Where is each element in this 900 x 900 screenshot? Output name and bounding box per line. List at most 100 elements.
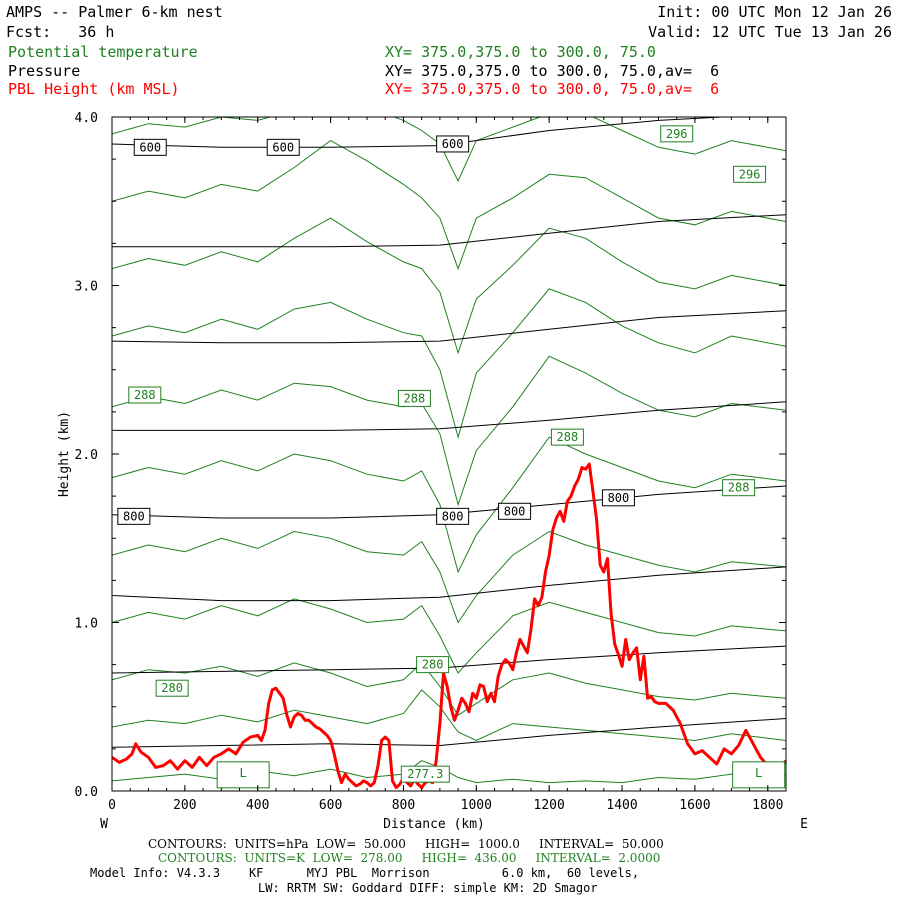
x-tick-label-2: 400 — [246, 798, 269, 813]
theta-label-5: 288 — [722, 479, 756, 497]
forecast-hour: Fcst: 36 h — [6, 23, 115, 41]
pressure-label-2-box — [436, 135, 470, 153]
footer-model-info: Model Info: V4.3.3 KF MYJ PBL Morrison 6… — [90, 866, 640, 880]
field-theta-xy: XY= 375.0,375.0 to 300.0, 75.0 — [385, 43, 656, 61]
theta-label-6-box — [155, 679, 189, 697]
pressure-contour-4 — [112, 401, 786, 431]
pressure-label-3: 800 — [117, 507, 151, 525]
theta-contour-7 — [112, 288, 786, 439]
theta-label-0-box — [660, 125, 694, 143]
pressure-label-6: 800 — [601, 489, 635, 507]
pressure-label-5-box — [498, 502, 532, 520]
theta-label-0-text: 296 — [666, 127, 688, 141]
pressure-label-6-box — [601, 489, 635, 507]
theta-label-0: 296 — [660, 125, 694, 143]
pressure-label-5-text: 800 — [504, 504, 526, 518]
x-tick-label-0: 0 — [108, 798, 116, 813]
pressure-label-0-box — [133, 138, 167, 156]
x-tick-label-4: 800 — [392, 798, 415, 813]
low-marker-1: L — [732, 761, 786, 789]
pbl-height-series — [112, 462, 786, 790]
y-tick-label-1: 1.0 — [75, 617, 98, 632]
contour-labels: 600 600 600 800 800 800 800 296 296 288 288 288 288 2… — [117, 125, 786, 789]
footer-theta-contours: CONTOURS: UNITS=K LOW= 278.00 HIGH= 436.… — [158, 851, 661, 865]
theta-contour-9 — [112, 140, 786, 271]
theta-label-1-text: 296 — [739, 167, 761, 181]
low-marker-box-0 — [216, 761, 270, 789]
x-tick-label-1: 200 — [173, 798, 196, 813]
x-tick-label-6: 1200 — [534, 798, 565, 813]
pressure-label-1-text: 600 — [272, 140, 294, 154]
east-label: E — [800, 817, 808, 832]
theta-label-2-text: 288 — [134, 388, 156, 402]
y-tick-label-3: 3.0 — [75, 280, 98, 295]
axes: 0 200 400 600 800 1000 1200 1400 1600 1800 0.0 1.0 2… — [57, 111, 808, 832]
theta-label-3: 288 — [397, 389, 431, 407]
theta-label-8-box — [400, 765, 450, 783]
theta-contour-3 — [112, 598, 786, 674]
theta-label-1-box — [733, 165, 767, 183]
theta-label-2-box — [128, 386, 162, 404]
field-pbl-name: PBL Height (km MSL) — [8, 80, 180, 98]
x-tick-label-8: 1600 — [679, 798, 710, 813]
pressure-label-0: 600 — [133, 138, 167, 156]
theta-contour-5 — [112, 436, 786, 574]
y-tick-label-4: 4.0 — [75, 111, 98, 126]
x-axis-label: Distance (km) — [383, 817, 485, 832]
y-tick-label-2: 2.0 — [75, 448, 98, 463]
y-axis-label: Height (km) — [57, 411, 72, 497]
pressure-label-4-text: 800 — [442, 509, 464, 523]
field-pressure-name: Pressure — [8, 62, 81, 80]
x-tick-label-9: 1800 — [752, 798, 783, 813]
theta-label-4: 288 — [550, 428, 584, 446]
theta-label-7-text: 280 — [422, 658, 444, 672]
theta-label-6: 280 — [155, 679, 189, 697]
pressure-label-1-box — [266, 138, 300, 156]
field-theta-name: Potential temperature — [8, 43, 198, 61]
theta-label-7: 280 — [416, 656, 450, 674]
x-tick-label-7: 1400 — [606, 798, 637, 813]
theta-label-3-box — [397, 389, 431, 407]
pressure-label-6-text: 800 — [608, 491, 630, 505]
theta-label-4-text: 288 — [557, 430, 579, 444]
pressure-label-5: 800 — [498, 502, 532, 520]
theta-contour-6 — [112, 355, 786, 507]
pressure-contour-0 — [112, 718, 786, 748]
theta-contour-8 — [112, 217, 786, 355]
pressure-contour-2 — [112, 566, 786, 602]
west-label: W — [100, 817, 108, 832]
theta-label-5-text: 288 — [728, 481, 750, 495]
x-tick-label-5: 1000 — [461, 798, 492, 813]
pressure-label-2: 600 — [436, 135, 470, 153]
pressure-label-2-text: 600 — [442, 137, 464, 151]
pbl-height-line — [112, 462, 786, 790]
chart-title: AMPS -- Palmer 6-km nest — [6, 3, 223, 21]
pressure-label-4-box — [436, 507, 470, 525]
x-tick-label-3: 600 — [319, 798, 342, 813]
theta-contour-4 — [112, 530, 786, 624]
pressure-label-4: 800 — [436, 507, 470, 525]
pressure-contours — [112, 117, 786, 748]
pressure-label-0-text: 600 — [139, 140, 161, 154]
theta-label-6-text: 280 — [161, 681, 183, 695]
valid-time: Valid: 12 UTC Tue 13 Jan 26 — [648, 23, 892, 41]
low-marker-text-1: L — [755, 766, 762, 780]
pressure-label-1: 600 — [266, 138, 300, 156]
y-tick-label-0: 0.0 — [75, 785, 98, 800]
theta-contours — [112, 117, 786, 784]
pressure-label-3-box — [117, 507, 151, 525]
pressure-contour-5 — [112, 310, 786, 344]
theta-label-2: 288 — [128, 386, 162, 404]
field-pbl-xy: XY= 375.0,375.0 to 300.0, 75.0,av= 6 — [385, 80, 720, 98]
theta-label-3-text: 288 — [404, 391, 426, 405]
pressure-contour-6 — [112, 214, 786, 248]
theta-label-1: 296 — [733, 165, 767, 183]
pressure-label-3-text: 800 — [123, 509, 145, 523]
theta-label-4-box — [550, 428, 584, 446]
init-time: Init: 00 UTC Mon 12 Jan 26 — [657, 3, 892, 21]
theta-label-8-text: 277.3 — [407, 767, 443, 781]
low-marker-text-0: L — [240, 766, 247, 780]
theta-label-8: 277.3 — [400, 765, 450, 783]
theta-label-5-box — [722, 479, 756, 497]
